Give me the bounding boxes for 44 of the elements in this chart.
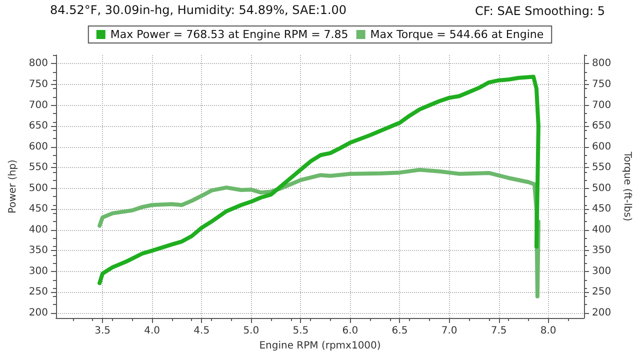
x-tick-label: 5.5 <box>292 326 309 336</box>
legend-label: Max Torque = 544.66 at Engine <box>370 28 544 41</box>
y2-tick-label: 550 <box>592 162 612 174</box>
text: 84.52°F, 30.09in-hg, Humidity: 54.89%, SAE:1.00 <box>50 3 347 17</box>
y-tick-label: 500 <box>28 182 48 194</box>
y-tick-label: 600 <box>28 141 48 152</box>
line-series <box>98 74 540 286</box>
y2-tick-label: 650 <box>592 120 612 132</box>
x-tick-label: 3.5 <box>94 326 110 336</box>
x-tick-label: 7.0 <box>441 326 458 336</box>
y-tick-label: 300 <box>28 266 48 277</box>
y2-tick-label: 300 <box>592 266 612 277</box>
y-tick-label: 350 <box>28 245 48 256</box>
y-tick-label: 700 <box>28 100 48 111</box>
y2-tick-label: 450 <box>592 204 612 215</box>
y-tick-label: 800 <box>28 58 48 70</box>
x-tick-label: 7.5 <box>490 326 507 336</box>
x-axis-title: Engine RPM (rpmx1000) <box>259 340 381 352</box>
y2-tick-label: 400 <box>592 224 612 236</box>
chart-subtitle: CF: SAE Smoothing: 5 <box>475 4 606 18</box>
y2-tick-label: 250 <box>592 286 612 298</box>
x-tick-label: 4.5 <box>194 326 210 336</box>
x-tick-label: 5.0 <box>243 326 260 336</box>
y2-tick-label: 200 <box>592 308 612 319</box>
y-tick-label: 250 <box>28 286 48 298</box>
y-tick-label: 550 <box>28 162 48 174</box>
x-tick-label: 6.5 <box>392 326 408 336</box>
y-tick-label: 200 <box>28 308 48 319</box>
legend-label: Max Power = 768.53 at Engine RPM = 7.85 <box>110 28 348 41</box>
y-tick-label: 450 <box>28 204 48 215</box>
x-tick-label: 8.0 <box>540 326 556 336</box>
y2-tick-label: 800 <box>592 58 612 70</box>
y-tick-label: 650 <box>28 120 48 132</box>
y2-tick-label: 600 <box>592 141 612 152</box>
y-axis-title: Power (hp) <box>8 159 18 214</box>
y2-tick-label: 500 <box>592 182 612 194</box>
y2-tick-label: 700 <box>592 100 612 111</box>
x-tick-label: 6.0 <box>342 326 358 336</box>
y-tick-label: 400 <box>28 224 48 236</box>
x-tick-label: 4.0 <box>144 326 160 336</box>
y2-tick-label: 350 <box>592 245 612 256</box>
y-tick-label: 750 <box>28 79 48 90</box>
y2-axis-title: Torque (ft-lbs) <box>622 150 632 222</box>
y2-tick-label: 750 <box>592 79 612 90</box>
